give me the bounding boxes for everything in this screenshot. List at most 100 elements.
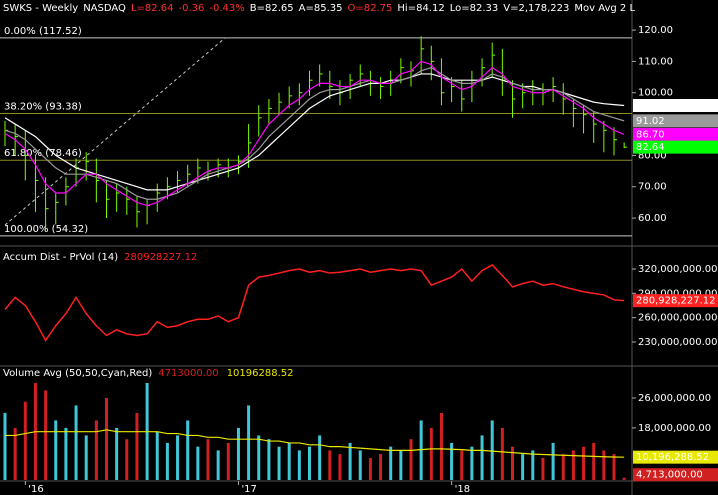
volume-bar bbox=[196, 446, 200, 480]
volume-bar bbox=[318, 435, 322, 480]
volume-bar bbox=[115, 427, 119, 480]
volume-bar bbox=[409, 439, 413, 480]
volume-bar bbox=[470, 446, 474, 480]
close-label: 82.64 bbox=[636, 142, 665, 153]
header-item: Lo=82.33 bbox=[450, 3, 499, 14]
y-tick-label: 120.00 bbox=[638, 25, 673, 36]
volume-bar bbox=[480, 435, 484, 480]
trend-line bbox=[4, 37, 226, 226]
volume-bar bbox=[450, 442, 454, 480]
y-tick-label: 260,000,000.00 bbox=[638, 313, 718, 324]
volume-bar bbox=[358, 450, 362, 480]
volume-bar bbox=[571, 450, 575, 480]
volume-bar bbox=[500, 427, 504, 480]
volume-bar bbox=[287, 442, 291, 480]
volume-bar bbox=[460, 450, 464, 480]
volume-bar bbox=[64, 427, 68, 480]
volume-bar bbox=[176, 435, 180, 480]
fib-label: 0.00% (117.52) bbox=[4, 26, 82, 37]
header-item: L=82.64 bbox=[131, 3, 174, 14]
header-item: Mov Avg 2 L bbox=[574, 3, 635, 14]
last-avg: 10196288.52 bbox=[227, 368, 294, 379]
volume-bar bbox=[155, 431, 159, 480]
fib-label: 100.00% (54.32) bbox=[4, 224, 88, 235]
avg-end-label-box bbox=[633, 450, 718, 464]
volume-bar bbox=[94, 420, 98, 480]
header-item: V=2,178,223 bbox=[503, 3, 569, 14]
ma-end-label: 86.70 bbox=[636, 129, 665, 140]
volume-bar bbox=[186, 420, 190, 480]
moving-average bbox=[4, 60, 625, 207]
fib-label: 61.80% (78.46) bbox=[4, 148, 82, 159]
header-item: SWKS - Weekly bbox=[3, 3, 78, 14]
y-tick-label: 320,000,000.00 bbox=[638, 264, 718, 275]
volume-bar bbox=[297, 450, 301, 480]
y-tick-label: 18,000,000.00 bbox=[638, 423, 711, 434]
ma-end-label: 91.02 bbox=[636, 116, 665, 127]
volume-bar bbox=[429, 427, 433, 480]
fib-label: 38.20% (93.38) bbox=[4, 101, 82, 112]
volume-avg bbox=[5, 429, 625, 458]
accum-end-label-box bbox=[633, 294, 718, 308]
volume-bar bbox=[561, 454, 565, 480]
volume-bar bbox=[551, 442, 555, 480]
header: SWKS - Weekly NASDAQ L=82.64 -0.36 -0.43% B=8… bbox=[3, 3, 635, 14]
volume-bar bbox=[541, 457, 545, 480]
volume-bar bbox=[206, 439, 210, 480]
volume-bar bbox=[216, 450, 220, 480]
last-value: 280928227.12 bbox=[124, 252, 197, 263]
volume-bar bbox=[54, 420, 58, 480]
header-item: Hi=84.12 bbox=[397, 3, 444, 14]
volume-bar bbox=[236, 427, 240, 480]
volume-end-label: 4,713,000.00 bbox=[636, 470, 703, 481]
volume-bar bbox=[257, 435, 261, 480]
volume-bar bbox=[368, 457, 372, 480]
y-tick-label: 26,000,000.00 bbox=[638, 393, 711, 404]
volume-bar bbox=[490, 420, 494, 480]
volume-end-label-box bbox=[633, 468, 718, 482]
title: Volume Avg (50,50,Cyan,Red) bbox=[3, 368, 152, 379]
volume-bar bbox=[592, 442, 596, 480]
volume-bar bbox=[612, 454, 616, 480]
moving-average bbox=[4, 73, 625, 191]
volume-bar bbox=[135, 412, 139, 480]
avg-end-label: 10,196,288.52 bbox=[636, 452, 709, 463]
volume-bar bbox=[439, 412, 443, 480]
title: Accum Dist - PrVol (14) bbox=[3, 252, 118, 263]
volume-bar bbox=[622, 477, 626, 480]
volume-bar bbox=[277, 446, 281, 480]
x-tick-label: '16 bbox=[28, 484, 43, 495]
volume-bar bbox=[531, 450, 535, 480]
volume-bar bbox=[3, 412, 7, 480]
ma-end-label-box bbox=[633, 114, 718, 128]
volume-bar bbox=[23, 401, 27, 480]
volume-bar bbox=[165, 442, 169, 480]
volume-bar bbox=[511, 446, 514, 480]
accum-end-label: 280,928,227.12 bbox=[636, 296, 716, 307]
volume-bar bbox=[105, 397, 108, 480]
volume-bar bbox=[267, 439, 271, 480]
volume-bar bbox=[389, 446, 393, 480]
volume-bar bbox=[247, 405, 251, 480]
volume-bar bbox=[348, 442, 352, 480]
volume-bar bbox=[582, 446, 586, 480]
header-item: -0.43% bbox=[209, 3, 244, 14]
volume-bar bbox=[44, 390, 48, 480]
volume-bar bbox=[74, 405, 78, 480]
ma-end-label: 95.92 bbox=[636, 101, 665, 112]
y-tick-label: 230,000,000.00 bbox=[638, 337, 718, 348]
close-label-box bbox=[633, 140, 718, 154]
header-item: NASDAQ bbox=[83, 3, 126, 14]
volume-bar bbox=[602, 450, 606, 480]
y-tick-label: 110.00 bbox=[638, 56, 673, 67]
header-item: A=85.35 bbox=[299, 3, 343, 14]
x-tick-label: '17 bbox=[241, 484, 256, 495]
y-tick-label: 290,000,000.00 bbox=[638, 288, 718, 299]
volume-bar bbox=[379, 454, 383, 480]
volume-bar bbox=[308, 446, 311, 480]
ma-end-label-box bbox=[633, 99, 718, 113]
last-volume: 4713000.00 bbox=[158, 368, 218, 379]
header-item: B=82.65 bbox=[250, 3, 294, 14]
x-tick-label: '18 bbox=[455, 484, 470, 495]
volume-bar bbox=[84, 435, 88, 480]
